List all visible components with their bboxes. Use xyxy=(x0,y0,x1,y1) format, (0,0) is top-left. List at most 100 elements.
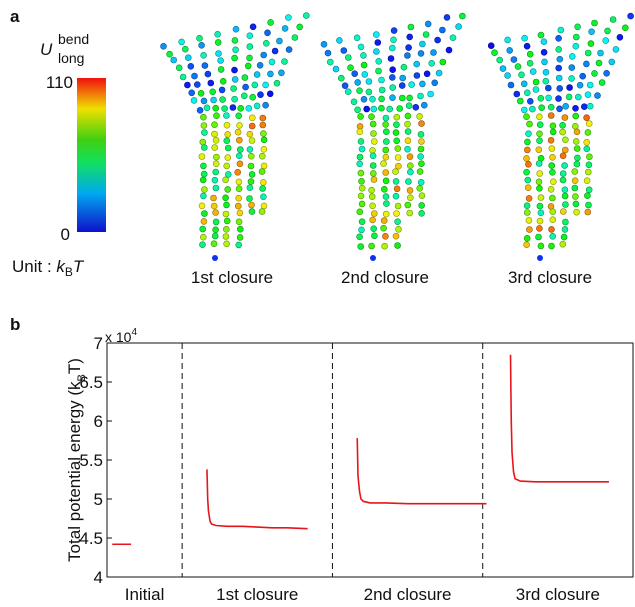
bead xyxy=(338,75,344,81)
bead xyxy=(236,195,242,201)
bead xyxy=(543,69,549,75)
bead xyxy=(562,147,568,153)
bead xyxy=(560,177,566,183)
bead xyxy=(574,161,580,167)
bead xyxy=(390,95,396,101)
bead xyxy=(524,210,530,216)
bead xyxy=(370,203,376,209)
bead xyxy=(569,65,575,71)
bead xyxy=(200,163,206,169)
bead xyxy=(199,154,205,160)
bead xyxy=(176,65,182,71)
bead xyxy=(369,194,375,200)
bead xyxy=(297,24,303,30)
bead xyxy=(586,202,592,208)
bead xyxy=(387,106,393,112)
bead xyxy=(550,129,556,135)
bead xyxy=(378,105,384,111)
bead xyxy=(545,85,551,91)
bead xyxy=(210,89,216,95)
bead xyxy=(233,26,239,32)
bead xyxy=(525,177,531,183)
bead xyxy=(252,82,258,88)
bead xyxy=(212,177,218,183)
bead xyxy=(371,131,377,137)
bead xyxy=(549,169,555,175)
unit-subscript: B xyxy=(65,265,73,279)
bead xyxy=(213,185,219,191)
bead xyxy=(247,131,253,137)
bead xyxy=(456,24,462,30)
bead xyxy=(345,89,351,95)
bead xyxy=(524,235,530,241)
bead xyxy=(537,131,543,137)
bead xyxy=(254,72,260,78)
bead xyxy=(605,28,611,34)
bead xyxy=(236,242,242,248)
bead xyxy=(561,234,567,240)
bead xyxy=(250,24,256,30)
bead xyxy=(260,131,266,137)
bead xyxy=(231,86,237,92)
bead xyxy=(247,33,253,39)
bead xyxy=(292,35,298,41)
bead xyxy=(418,161,424,167)
bead xyxy=(282,25,288,31)
bead xyxy=(595,93,601,99)
bead xyxy=(201,187,207,193)
bead xyxy=(418,146,424,152)
bead xyxy=(247,44,253,50)
panel-label: b xyxy=(10,315,20,334)
bead xyxy=(395,219,401,225)
bead xyxy=(232,55,238,61)
bead xyxy=(407,195,413,201)
panel-label: a xyxy=(10,7,20,26)
bead xyxy=(390,85,396,91)
bead xyxy=(355,107,361,113)
bead xyxy=(200,177,206,183)
bead xyxy=(574,155,580,161)
bead xyxy=(232,76,238,82)
bead xyxy=(189,90,195,96)
bead xyxy=(215,39,221,45)
bead xyxy=(585,169,591,175)
bead xyxy=(357,161,363,167)
bead xyxy=(395,203,401,209)
bead xyxy=(282,59,288,65)
bead xyxy=(407,210,413,216)
y-tick-label: 5.5 xyxy=(79,451,103,470)
bead xyxy=(536,234,542,240)
bead xyxy=(419,41,425,47)
bead xyxy=(524,114,530,120)
bead xyxy=(235,169,241,175)
bead xyxy=(424,71,430,77)
bead xyxy=(562,115,568,121)
bead xyxy=(230,105,236,111)
bead xyxy=(569,75,575,81)
bead xyxy=(201,123,207,129)
bead xyxy=(536,161,542,167)
bead xyxy=(419,210,425,216)
bead xyxy=(393,122,399,128)
bead xyxy=(407,163,413,169)
bead xyxy=(397,106,403,112)
bead xyxy=(419,193,425,199)
bead xyxy=(527,121,533,127)
bead xyxy=(548,104,554,110)
bead xyxy=(237,161,243,167)
bead xyxy=(211,97,217,103)
bead xyxy=(325,50,331,56)
bead xyxy=(357,129,363,135)
bead xyxy=(530,69,536,75)
bead xyxy=(440,59,446,65)
bead xyxy=(370,153,376,159)
bead xyxy=(370,96,376,102)
bead xyxy=(381,225,387,231)
bead xyxy=(369,187,375,193)
bead xyxy=(267,71,273,77)
bead xyxy=(573,105,579,111)
bead xyxy=(423,32,429,38)
bead xyxy=(224,241,230,247)
bead xyxy=(418,93,424,99)
bead xyxy=(167,51,173,57)
